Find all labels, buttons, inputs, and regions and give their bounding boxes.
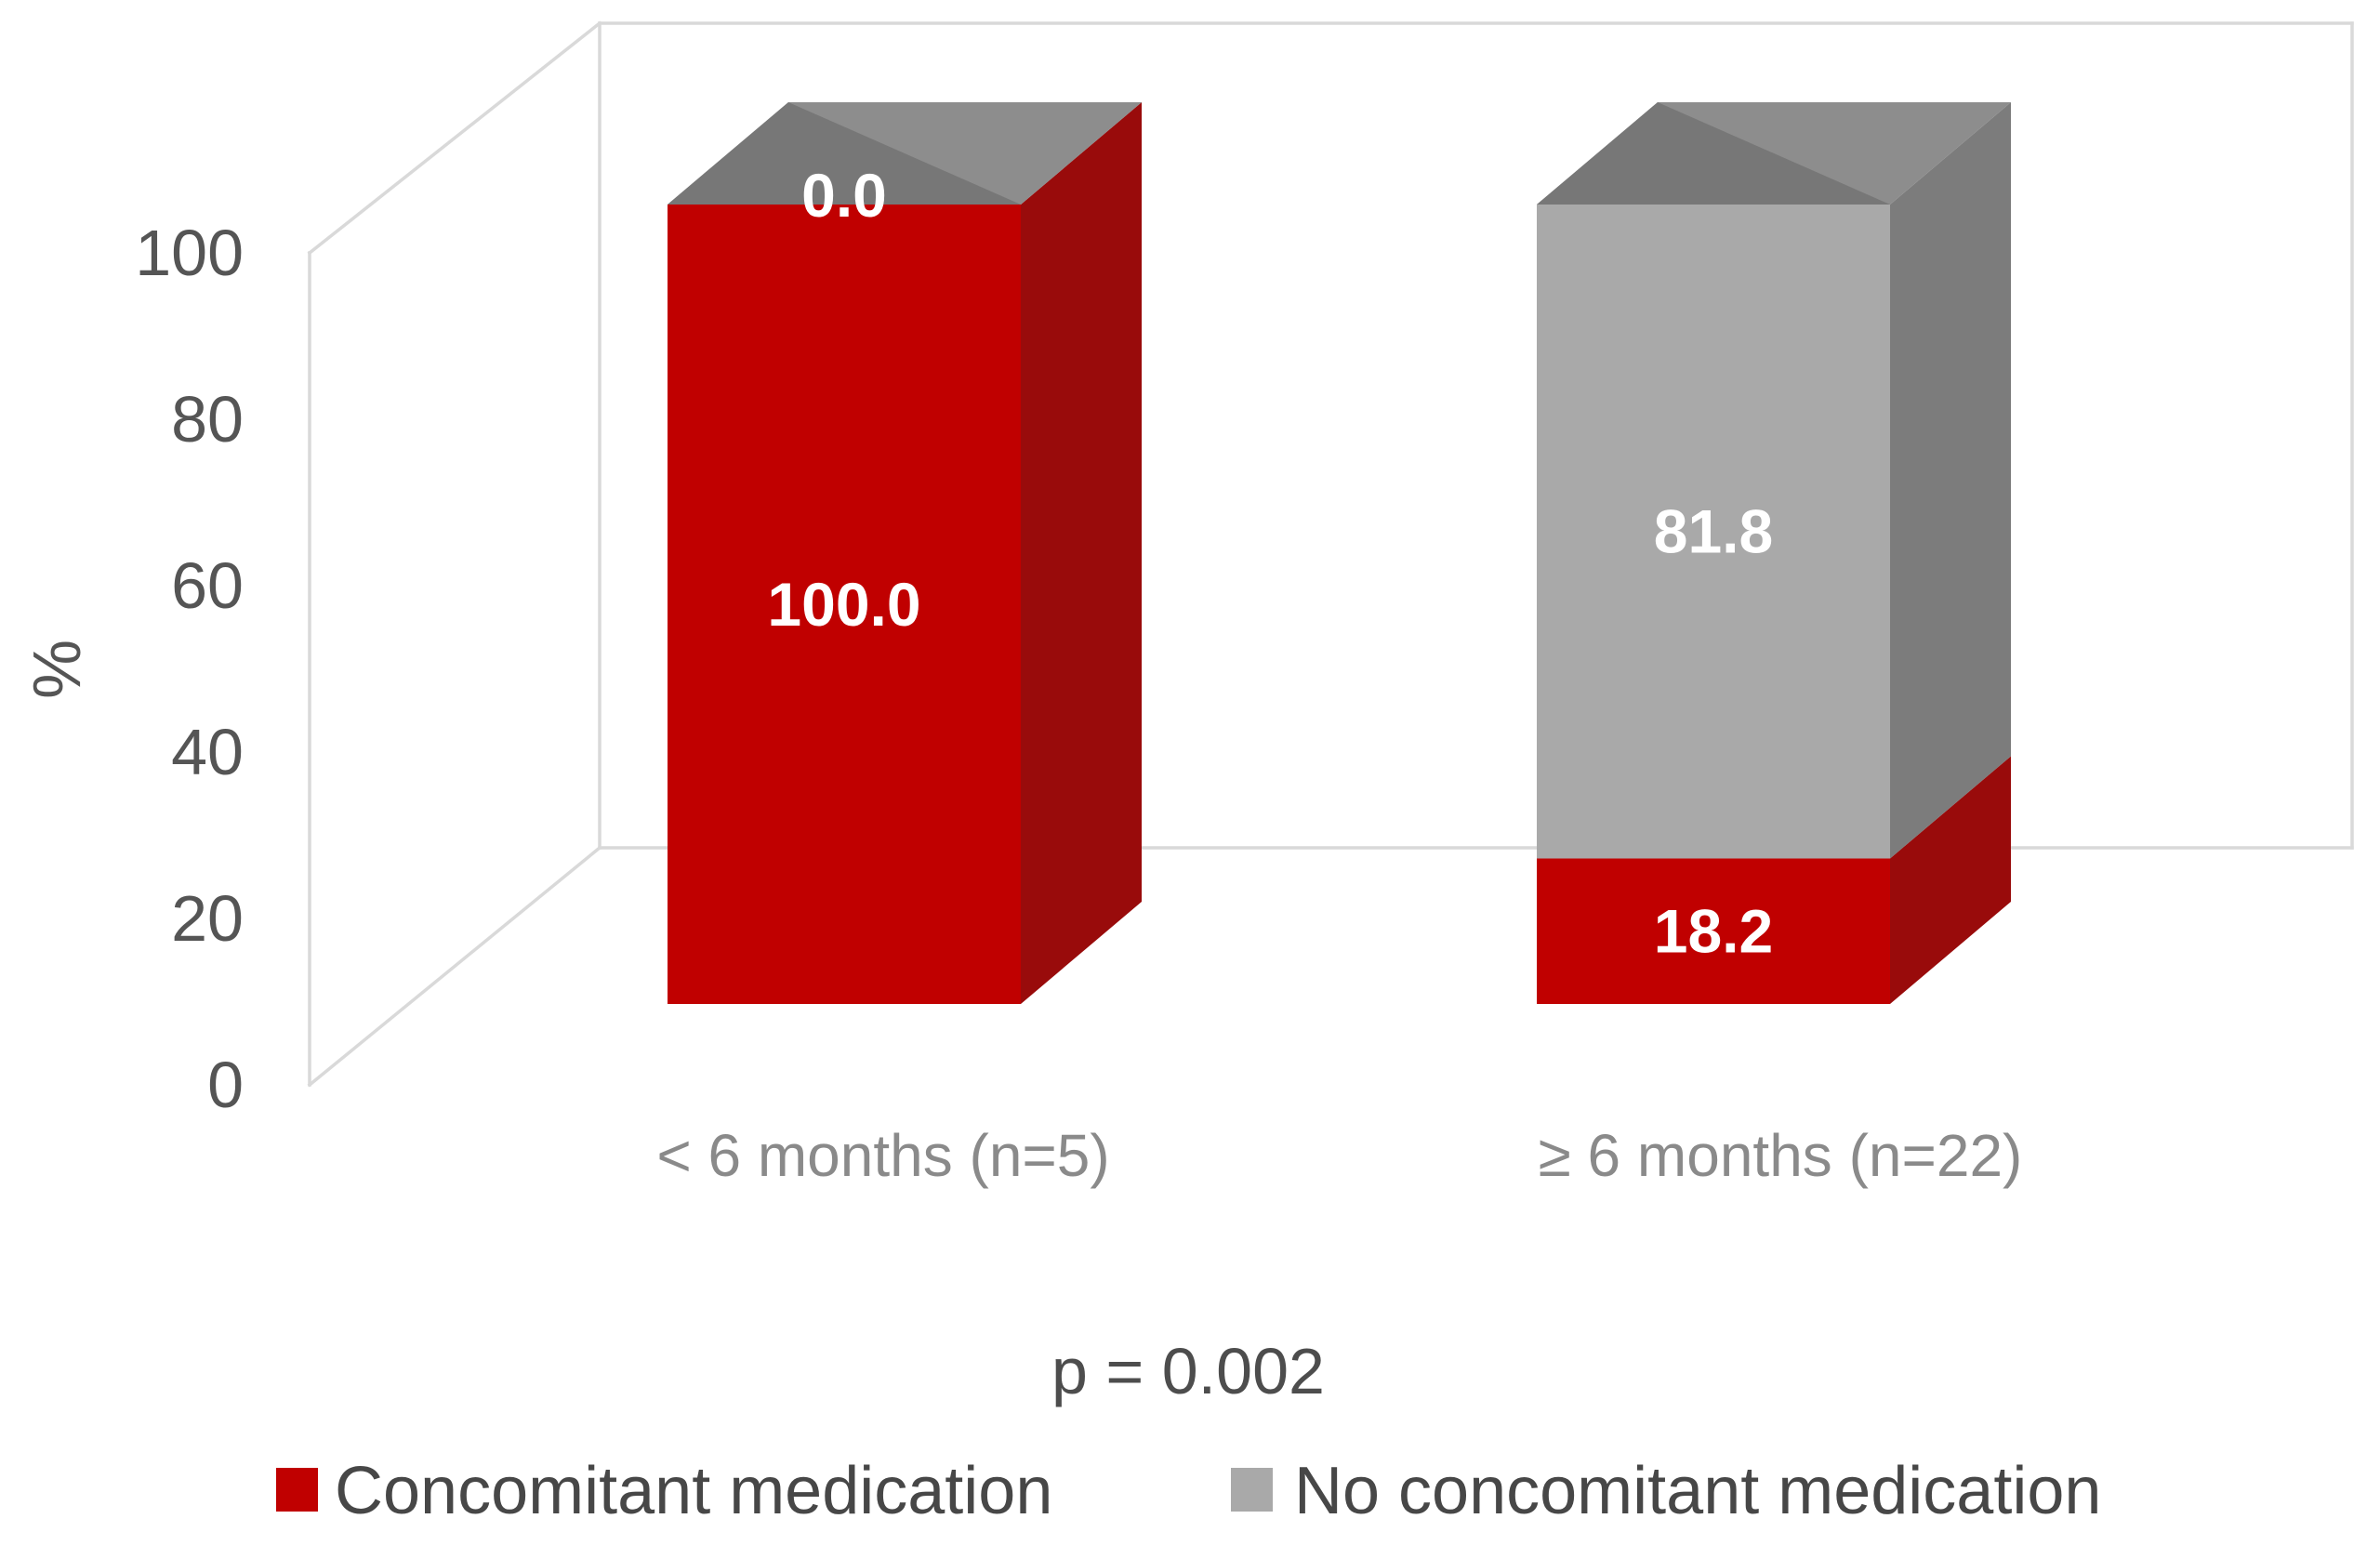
data-label: 0.0 [801,161,887,230]
bars-group: 100.0 0.0 18.2 81.8 [668,102,2011,1004]
floor-depth-line [307,845,602,1088]
category-label: ≥ 6 months (n=22) [1539,1122,2023,1189]
p-value-annotation: p = 0.002 [1051,1335,1325,1407]
bar-side-face [1890,756,2011,1004]
y-tick-label: 100 [135,217,244,289]
legend-label-no-concomitant: No concomitant medication [1294,1454,2101,1528]
y-tick-labels: 0 20 40 60 80 100 [135,217,244,1121]
bar-side-face [1890,102,2011,859]
legend: Concomitant medication No concomitant me… [276,1454,2101,1528]
legend-swatch-concomitant [276,1468,318,1512]
plot-frame [307,20,2354,1088]
bar-front-face [1537,205,1890,859]
category-label: < 6 months (n=5) [656,1122,1109,1189]
top-depth-line [307,20,602,256]
category-labels: < 6 months (n=5) ≥ 6 months (n=22) [656,1122,2022,1189]
bar-front-face [668,205,1021,1004]
y-tick-label: 40 [171,716,244,788]
bar-side-face [1021,102,1142,1004]
y-tick-label: 80 [171,383,244,456]
data-label: 100.0 [767,570,920,639]
y-tick-label: 20 [171,882,244,955]
legend-swatch-no-concomitant [1231,1468,1273,1512]
y-tick-label: 0 [207,1049,244,1121]
legend-label-concomitant: Concomitant medication [335,1454,1052,1528]
data-label: 81.8 [1654,497,1773,566]
bar-top-face-shade [668,102,1021,205]
bar-top-face-shade [1537,102,1890,205]
bar-front-face [1537,858,1890,1004]
data-label: 18.2 [1654,897,1773,966]
y-axis-title: % [20,640,95,699]
y-tick-label: 60 [171,549,244,622]
